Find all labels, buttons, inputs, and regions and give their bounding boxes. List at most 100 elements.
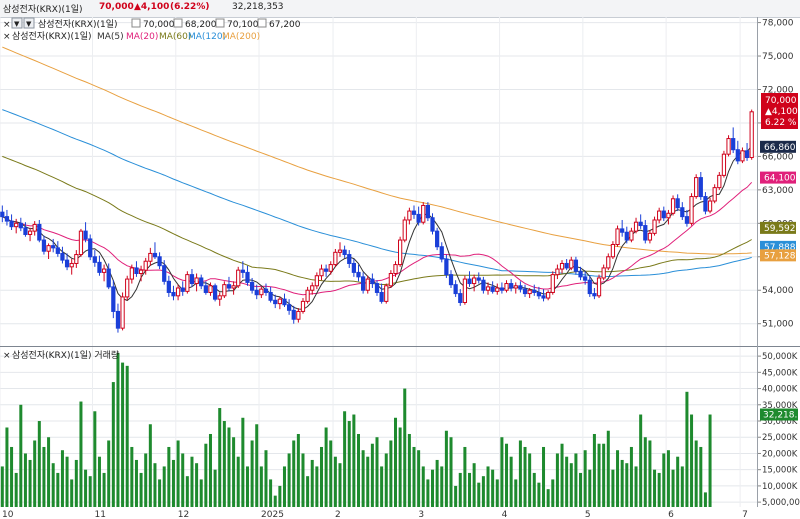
volume-bar [657,472,661,507]
candle [744,143,750,161]
dropdown-button[interactable] [11,17,23,29]
volume-bar [125,365,129,507]
candle-body [148,252,153,262]
candle-body [69,262,74,268]
candle-body [620,228,625,233]
date-tick-label: 11 [95,510,106,519]
last-change: ▲4,100 [765,107,798,117]
candle-body [550,274,555,293]
candle [643,219,648,244]
tag-label: 32,218... [763,411,800,421]
candle-body [629,230,634,241]
candle-body [402,219,407,241]
candle-body [694,177,699,198]
candle [27,227,33,242]
legend-ma60[interactable]: MA(60) [159,32,191,42]
candle [740,147,745,164]
volume-bar [491,469,495,507]
candle [476,272,481,284]
candle-body [175,287,181,297]
candle-body [578,270,583,278]
price-tick-label: 66,000 [762,152,794,162]
candle-body [291,309,296,320]
candle [189,269,195,287]
candle [342,245,347,258]
volume-bar [708,414,712,507]
legend-ma120[interactable]: MA(120) [188,32,226,42]
volume-bar [310,459,314,507]
date-tick-label: 12 [178,510,189,519]
candle [384,283,389,304]
candle-body [236,269,241,287]
ma5-value-tag: 66,860 [760,140,796,153]
candle-body [680,207,685,218]
candle-body [212,285,218,300]
date-tick-label: 2 [335,510,341,519]
candle [138,265,144,282]
candle [259,286,264,299]
candle-body [157,256,162,267]
candle [111,280,116,319]
candle [46,243,51,260]
volume-legend-name: 삼성전자(KRX)(1일) 거래량 [12,349,119,361]
candle-body [323,268,329,272]
candle [559,260,565,274]
volume-bar [699,446,703,507]
volume-bar [79,401,83,507]
price-tick-label: 75,000 [762,52,794,62]
volume-bar [532,472,536,507]
volume-bar [333,456,337,507]
candle [555,264,560,280]
candle-body [398,239,403,266]
candle-body [37,223,42,241]
candle-body [166,280,171,293]
settings-button[interactable] [23,17,35,29]
chevron-down-icon: ▼ [14,20,20,28]
candle [694,174,699,199]
volume-bar [269,479,273,507]
tag-background [760,171,796,184]
high-value: 68,200 [185,20,217,30]
volume-legend-close-icon[interactable]: × [3,351,11,361]
candle-body [439,246,444,260]
candle-body [661,210,666,219]
candle [152,242,158,260]
candle-body [407,210,412,221]
candle [83,222,88,243]
tag-label: 57,888 [764,243,796,253]
legend-ma200[interactable]: MA(200) [222,32,260,42]
candle [388,270,393,289]
volume-bar [505,443,509,507]
candle-body [4,216,10,222]
chevron-down-icon: ▼ [26,20,32,28]
legend-ma5[interactable]: MA(5) [97,32,124,42]
candle [689,193,694,226]
volume-bar [486,466,490,507]
volume-bar [352,414,356,507]
volume-bar [306,476,310,507]
volume-bar [139,472,143,507]
candle-body [416,213,421,223]
candle [458,289,463,306]
candle [638,214,643,229]
candle-body [342,249,347,256]
legend-ma20[interactable]: MA(20) [126,32,158,42]
legend-close-icon[interactable]: × [3,32,11,42]
candle [707,197,713,214]
candle-body [712,187,717,202]
volume-bar [588,469,592,507]
candle-body [698,177,703,198]
candle [453,280,458,297]
candle-body [393,264,398,275]
close-icon[interactable]: × [3,20,11,30]
candle [78,228,84,257]
candle-body [601,267,606,279]
candlestick-series [0,109,754,333]
volume-bar [222,421,226,507]
candle-body [347,254,352,264]
volume-bar [514,479,518,507]
candle-body [643,225,648,241]
candle-body [564,262,569,269]
candle-body [462,278,468,304]
